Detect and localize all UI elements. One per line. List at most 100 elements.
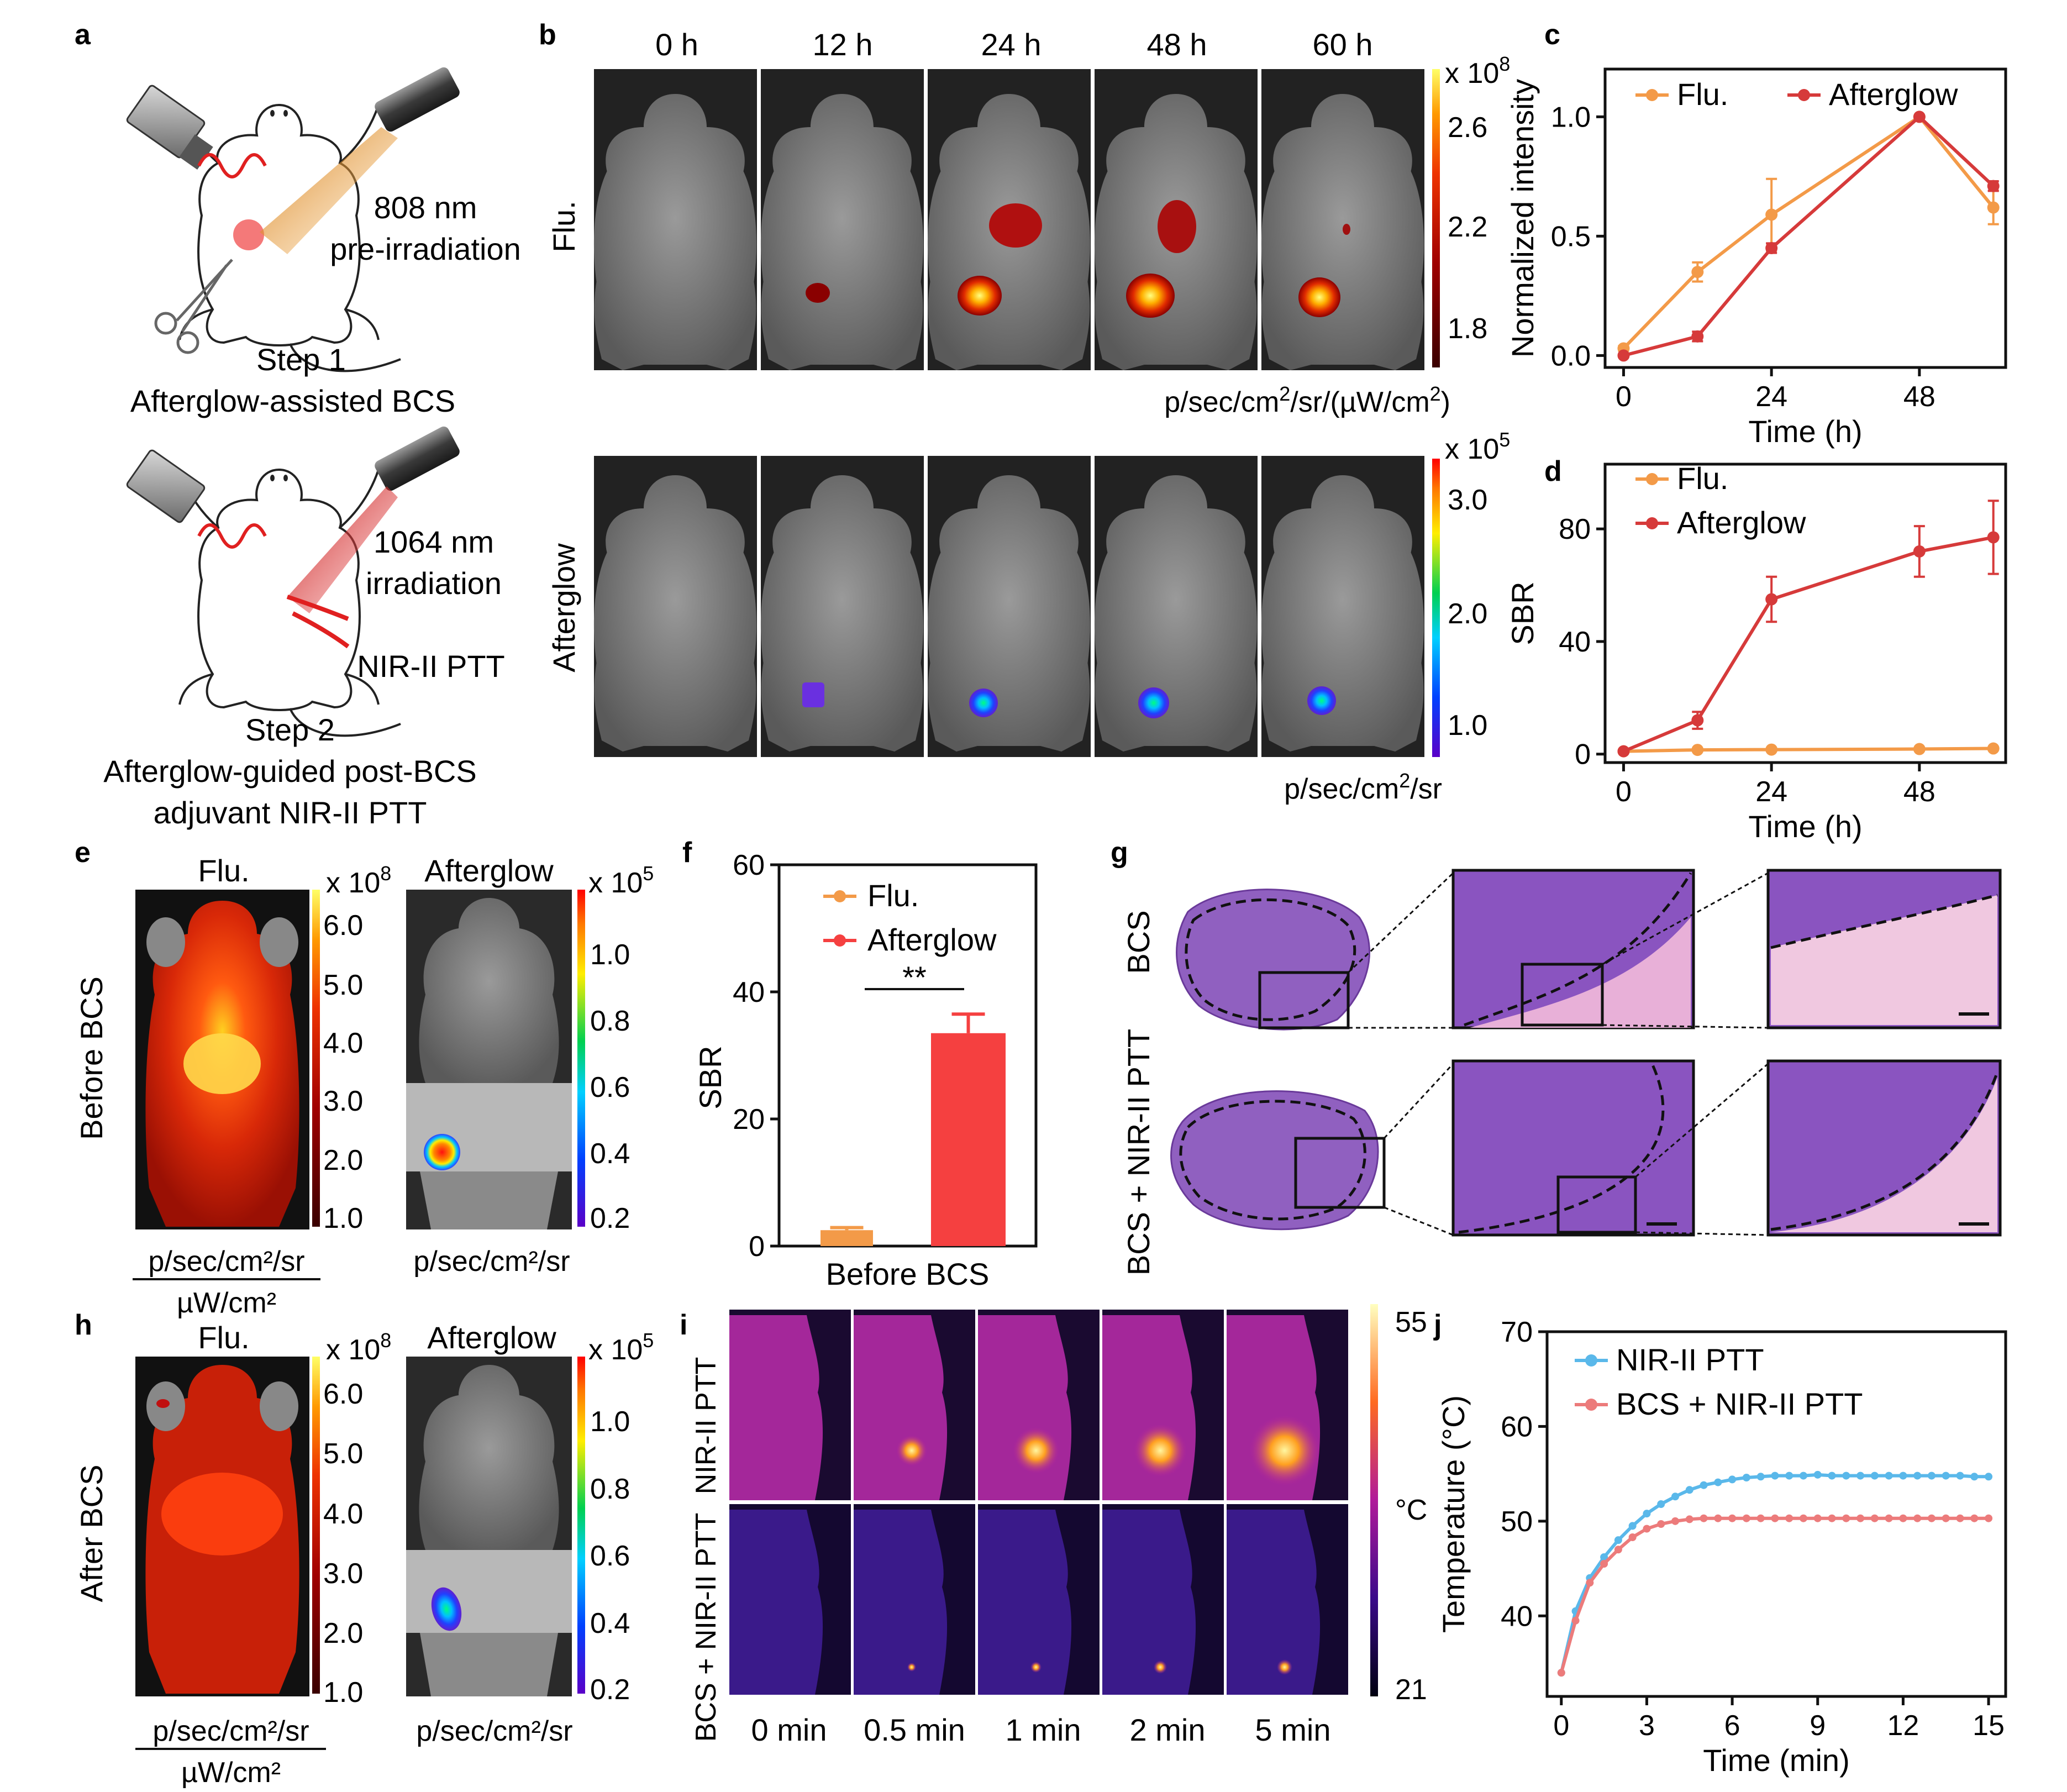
- flu-scale-tick: 4.0: [323, 1027, 363, 1059]
- x-tick-label: 12: [1887, 1710, 1919, 1742]
- afterglow-image-before: [406, 890, 572, 1229]
- data-point: [1600, 1560, 1608, 1568]
- afterglow-scale-tick: 1.0: [1448, 710, 1487, 742]
- thermal-body: [854, 1510, 948, 1695]
- thermal-body: [729, 1315, 823, 1500]
- data-point: [1617, 745, 1630, 758]
- panel-b: b 0 h 12 h 24 h 48 h 60 h Flu. Afterglow…: [539, 19, 1510, 805]
- x-tick-label: 48: [1903, 381, 1935, 413]
- data-point: [1628, 1533, 1637, 1541]
- data-point: [1842, 1514, 1850, 1522]
- row-label-bcs: BCS: [1121, 910, 1156, 974]
- y-axis-label: SBR: [693, 1045, 728, 1109]
- flu-unit-denominator: µW/cm²: [177, 1287, 276, 1319]
- data-point: [1885, 1472, 1893, 1480]
- data-point: [1657, 1520, 1665, 1528]
- afterglow-scale-exponent-e: x 105: [588, 862, 654, 899]
- timepoint-label: 60 h: [1313, 27, 1373, 62]
- zoom-connector: [1347, 872, 1454, 974]
- flu-title: Flu.: [198, 853, 249, 888]
- legend-marker: [1585, 1354, 1597, 1367]
- data-point: [1742, 1474, 1750, 1481]
- afterglow-scale-tick: 0.8: [590, 1005, 630, 1037]
- data-point: [1714, 1514, 1722, 1522]
- data-point: [1913, 111, 1926, 123]
- data-point: [1956, 1514, 1964, 1522]
- afterglow-scale-tick: 2.0: [1448, 598, 1487, 630]
- thermal-image: [978, 1310, 1100, 1500]
- data-point: [1614, 1536, 1622, 1544]
- flu-scale-tick: 5.0: [323, 1438, 363, 1470]
- data-point: [1691, 266, 1704, 278]
- step2-therapy: NIR-II PTT: [357, 649, 505, 684]
- flu-image-24h: [927, 69, 1091, 370]
- data-point: [1927, 1472, 1935, 1480]
- zoom-box: [1556, 1175, 1637, 1234]
- data-point: [1557, 1669, 1565, 1677]
- afterglow-image-after: [406, 1357, 572, 1696]
- data-point: [1657, 1500, 1665, 1508]
- afterglow-scale-tick: 0.4: [590, 1138, 630, 1170]
- zoom-connector: [1602, 872, 1769, 965]
- flu-scale-tick: 2.0: [323, 1617, 363, 1649]
- step2-wavelength: 1064 nm: [374, 524, 494, 559]
- data-point: [1970, 1473, 1979, 1481]
- thermal-timepoint: 2 min: [1130, 1712, 1206, 1747]
- data-point: [1899, 1472, 1907, 1480]
- flu-scale-tick: 1.8: [1448, 313, 1487, 345]
- thermal-scale-unit: °C: [1395, 1494, 1427, 1526]
- flu-unit-numerator: p/sec/cm²/sr: [152, 1715, 309, 1747]
- flu-scale-tick: 1.0: [323, 1202, 363, 1234]
- afterglow-scale-exponent-h: x 105: [588, 1329, 654, 1366]
- timepoint-label: 0 h: [655, 27, 698, 62]
- red-spot: [233, 219, 264, 250]
- flu-unit-denominator: µW/cm²: [181, 1757, 281, 1789]
- hot-spot: [896, 1435, 927, 1466]
- data-point: [1842, 1472, 1850, 1480]
- flu-image-12h: [760, 69, 924, 370]
- thermal-scale-max: 55: [1395, 1306, 1427, 1338]
- series-line: [1559, 1473, 1989, 1673]
- hot-spot: [1013, 1427, 1059, 1474]
- data-point: [1927, 1514, 1935, 1522]
- legend-label: Flu.: [867, 878, 919, 913]
- row-label-afterglow: Afterglow: [546, 543, 581, 672]
- data-point: [1685, 1515, 1693, 1523]
- series-line: [1559, 1516, 1989, 1673]
- timepoint-label: 12 h: [813, 27, 873, 62]
- histology-zoom1-bcs-ptt: [1451, 1059, 1695, 1237]
- heat-arrows: [286, 595, 350, 649]
- timepoint-label: 24 h: [981, 27, 1042, 62]
- step2-label: Step 2: [245, 712, 335, 747]
- afterglow-image-60h: [1261, 456, 1424, 757]
- row-label-after-bcs: After BCS: [74, 1465, 109, 1602]
- legend-label: NIR-II PTT: [1616, 1342, 1764, 1377]
- x-tick-label: 24: [1755, 776, 1787, 808]
- y-tick-label: 0: [1575, 739, 1591, 771]
- data-point: [1628, 1522, 1637, 1530]
- panel-letter-j: j: [1433, 1309, 1442, 1341]
- thermal-image: [854, 1504, 975, 1695]
- data-point: [1765, 242, 1778, 254]
- flu-colorbar-h: [312, 1357, 320, 1694]
- series-line: [1623, 535, 1994, 753]
- scissors-icon: [154, 259, 233, 354]
- afterglow-scale-tick: 0.2: [590, 1202, 630, 1234]
- data-point: [1742, 1514, 1750, 1522]
- laser-icon-2: [375, 426, 460, 491]
- legend-marker: [1646, 517, 1658, 529]
- hot-spot: [1277, 1659, 1292, 1675]
- flu-scale-tick: 3.0: [323, 1558, 363, 1590]
- step1-caption: Afterglow-assisted BCS: [130, 383, 455, 418]
- afterglow-image-48h: [1094, 456, 1258, 757]
- plot-frame: [1603, 463, 2007, 764]
- zoom-connector: [1384, 1206, 1454, 1236]
- thermal-colorbar: [1370, 1304, 1378, 1696]
- thermal-timepoint: 0 min: [751, 1712, 827, 1747]
- data-point: [1913, 1472, 1922, 1480]
- data-point: [1987, 201, 2000, 214]
- flu-scale-tick: 6.0: [323, 910, 363, 942]
- data-point: [1765, 743, 1778, 756]
- zoom-box: [1294, 1137, 1386, 1209]
